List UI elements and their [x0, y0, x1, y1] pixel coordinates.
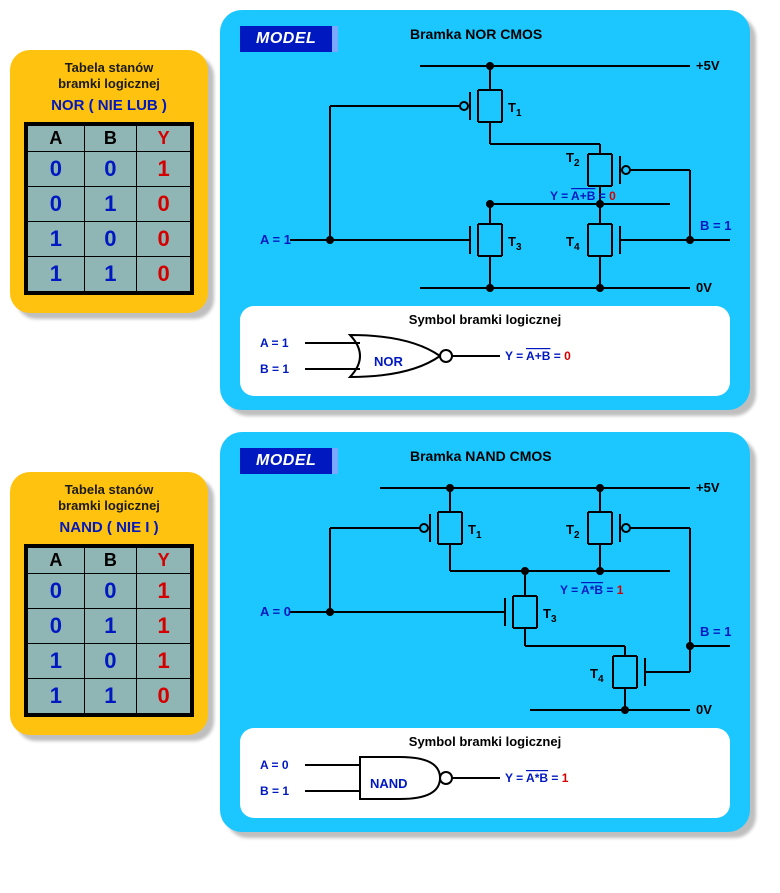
nand-truth-table-card: Tabela stanów bramki logicznej NAND ( NI…	[10, 472, 208, 735]
nor-circuit: +5V 0V T1	[230, 54, 740, 300]
svg-text:T4: T4	[590, 666, 604, 685]
table-row: 101	[26, 643, 192, 678]
nand-circuit: +5V 0V T1	[230, 476, 740, 722]
gnd-label: 0V	[696, 280, 712, 295]
col-Y: Y	[137, 124, 192, 152]
svg-text:T4: T4	[566, 234, 580, 253]
gate-name: NAND ( NIE I )	[24, 519, 194, 536]
pmos-t2-icon	[588, 488, 690, 571]
symbol-title: Symbol bramki logicznej	[250, 734, 720, 749]
table-title: Tabela stanów bramki logicznej	[24, 482, 194, 515]
svg-text:Y = A+B = 0: Y = A+B = 0	[505, 349, 571, 363]
output-label: Y = A*B = 1	[560, 583, 624, 597]
col-Y: Y	[137, 546, 192, 574]
nor-truth-table: A B Y 001 010 100 110	[24, 122, 194, 295]
vcc-label: +5V	[696, 480, 720, 495]
svg-text:A = 0: A = 0	[260, 758, 289, 772]
gate-name: NOR ( NIE LUB )	[24, 97, 194, 114]
table-row: 100	[26, 221, 192, 256]
nmos-t4-icon	[588, 204, 690, 288]
pmos-t1-icon	[330, 488, 462, 571]
table-row: 011	[26, 608, 192, 643]
nor-truth-table-card: Tabela stanów bramki logicznej NOR ( NIE…	[10, 50, 208, 313]
table-row: 010	[26, 186, 192, 221]
svg-text:A = 1: A = 1	[260, 336, 289, 350]
nand-gate-symbol-icon: A = 0 B = 1 NAND Y = A*B = 1	[250, 751, 720, 807]
svg-text:T1: T1	[508, 100, 522, 119]
table-row: 001	[26, 151, 192, 186]
input-B-label: B = 1	[700, 624, 731, 639]
svg-text:NAND: NAND	[370, 776, 408, 791]
col-A: A	[26, 124, 84, 152]
input-A-label: A = 1	[260, 232, 291, 247]
nmos-t3-icon	[330, 204, 502, 288]
symbol-title: Symbol bramki logicznej	[250, 312, 720, 327]
gnd-label: 0V	[696, 702, 712, 717]
svg-text:T3: T3	[543, 606, 557, 625]
col-A: A	[26, 546, 84, 574]
panel-title: Bramka NAND CMOS	[410, 448, 552, 464]
vcc-label: +5V	[696, 58, 720, 73]
svg-text:T3: T3	[508, 234, 522, 253]
table-title: Tabela stanów bramki logicznej	[24, 60, 194, 93]
output-label: Y = A+B = 0	[550, 189, 616, 203]
nand-truth-table: A B Y 001 011 101 110	[24, 544, 194, 717]
model-chip: MODEL	[240, 26, 338, 52]
input-B-label: B = 1	[700, 218, 731, 233]
model-chip: MODEL	[240, 448, 338, 474]
nand-symbol-box: Symbol bramki logicznej A = 0 B = 1 NAND…	[240, 728, 730, 818]
pmos-t1-icon	[330, 66, 502, 144]
nmos-t3-icon	[330, 571, 537, 646]
svg-text:B = 1: B = 1	[260, 362, 289, 376]
svg-text:Y = A*B = 1: Y = A*B = 1	[505, 771, 569, 785]
svg-text:T1: T1	[468, 522, 482, 541]
nor-circuit-panel: MODEL Bramka NOR CMOS +5V 0V	[220, 10, 750, 410]
input-A-label: A = 0	[260, 604, 291, 619]
table-row: 001	[26, 573, 192, 608]
nor-gate-symbol-icon: A = 1 B = 1 NOR Y = A+B = 0	[250, 329, 720, 385]
table-row: 110	[26, 678, 192, 715]
panel-title: Bramka NOR CMOS	[410, 26, 542, 42]
table-row: 110	[26, 256, 192, 293]
nor-symbol-box: Symbol bramki logicznej A = 1 B = 1 NOR …	[240, 306, 730, 396]
svg-text:NOR: NOR	[374, 354, 404, 369]
col-B: B	[84, 124, 137, 152]
col-B: B	[84, 546, 137, 574]
svg-text:B = 1: B = 1	[260, 784, 289, 798]
nand-circuit-panel: MODEL Bramka NAND CMOS +5V 0V	[220, 432, 750, 832]
svg-text:T2: T2	[566, 522, 580, 541]
svg-text:T2: T2	[566, 150, 580, 169]
nmos-t4-icon	[525, 646, 690, 710]
